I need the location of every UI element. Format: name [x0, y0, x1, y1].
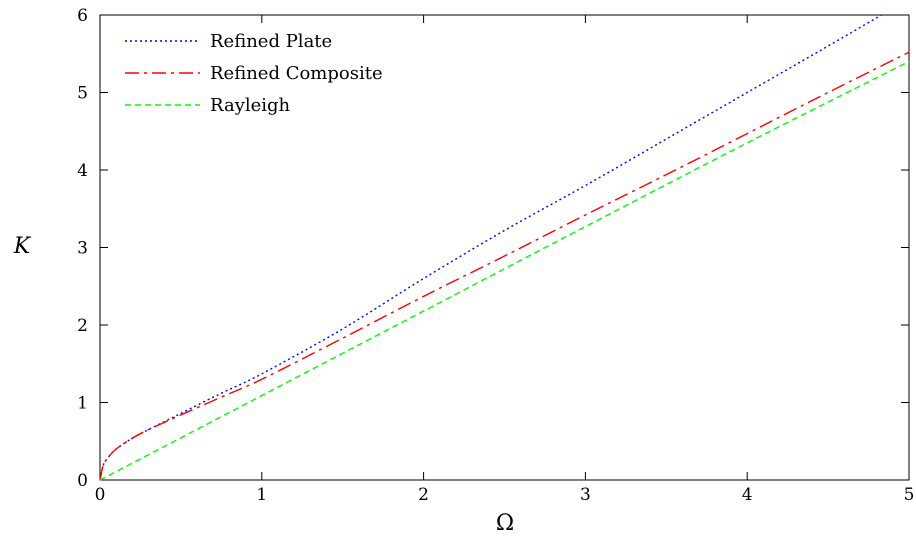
y-tick-label: 0: [77, 471, 88, 491]
y-tick-label: 6: [77, 6, 88, 26]
x-tick-label: 3: [580, 485, 591, 505]
legend-label: Rayleigh: [210, 95, 291, 116]
y-tick-label: 5: [77, 84, 88, 104]
y-tick-label: 4: [77, 161, 88, 181]
x-tick-label: 0: [95, 485, 106, 505]
y-axis-label: K: [13, 234, 32, 259]
series-group: [99, 14, 910, 481]
plot-frame: [99, 14, 910, 481]
legend-label: Refined Composite: [210, 63, 383, 84]
x-tick-label: 1: [256, 485, 267, 505]
y-tick-label: 1: [77, 394, 88, 414]
axis-ticks: 0 1 2 3 4 5 0 1 2 3 4 5 6: [77, 6, 914, 505]
y-tick-label: 3: [77, 239, 88, 259]
x-tick-label: 4: [742, 485, 753, 505]
legend: Refined Plate Refined Composite Rayleigh: [125, 31, 383, 116]
x-tick-label: 5: [904, 485, 915, 505]
series-line-rayleigh: [99, 60, 910, 481]
x-axis-label: Ω: [496, 511, 514, 536]
x-tick-label: 2: [418, 485, 429, 505]
series-line-refined-plate: [99, 14, 882, 481]
legend-label: Refined Plate: [210, 31, 332, 52]
y-tick-label: 2: [77, 316, 88, 336]
series-line-refined-composite: [99, 51, 910, 481]
